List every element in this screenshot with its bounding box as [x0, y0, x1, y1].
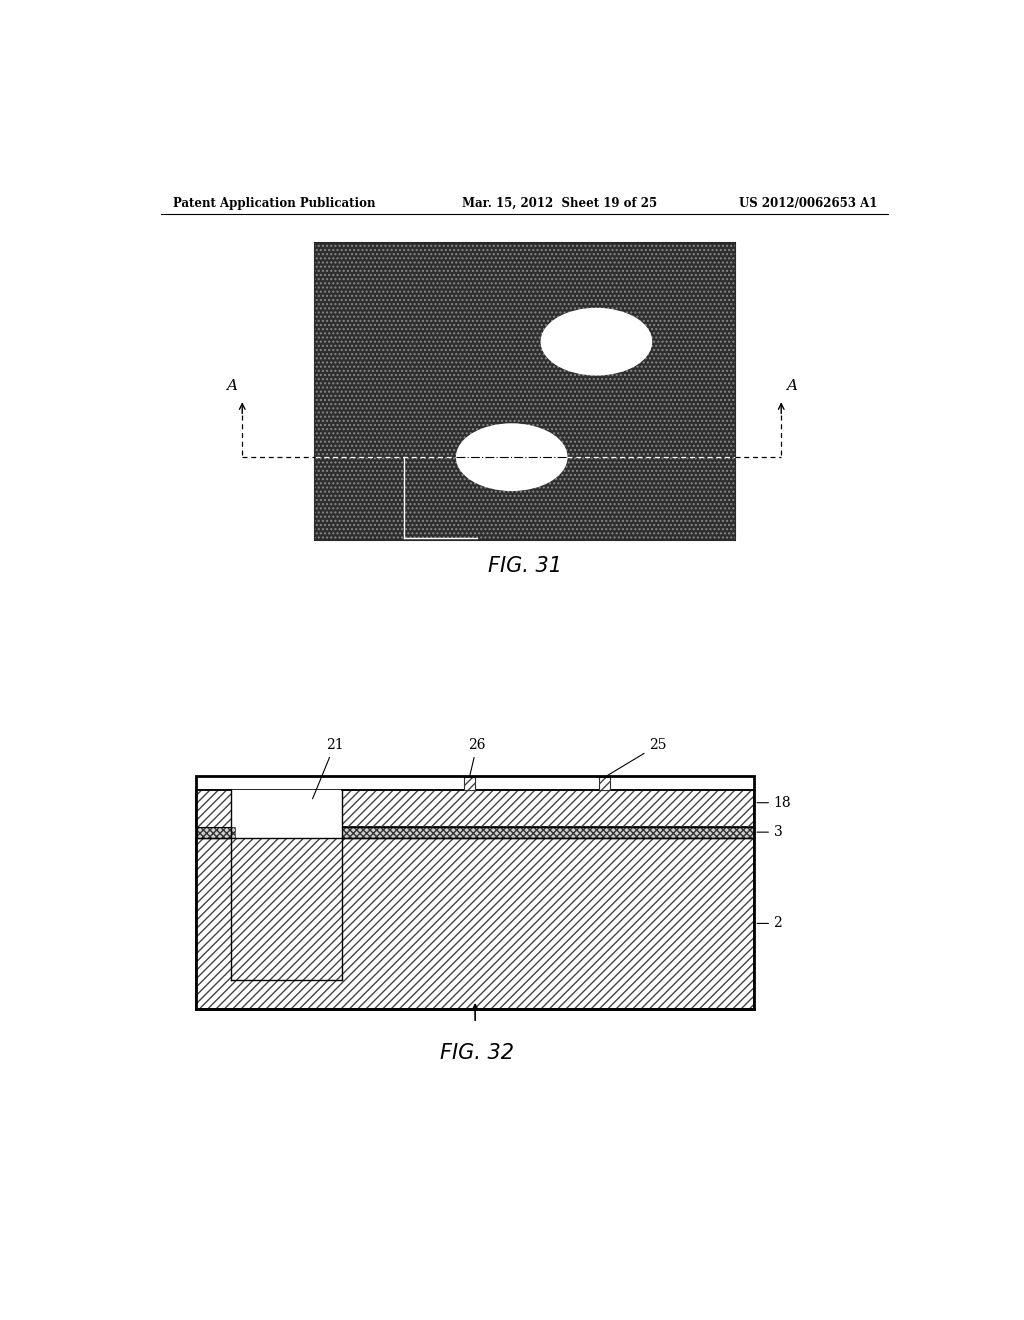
Bar	[464, 777, 475, 789]
Text: A: A	[226, 379, 237, 393]
Bar	[230, 837, 342, 979]
Text: A: A	[786, 379, 798, 393]
Text: 26: 26	[468, 738, 485, 775]
Bar	[315, 243, 735, 540]
Bar	[230, 826, 342, 837]
Bar	[464, 777, 475, 789]
Text: 2: 2	[773, 916, 782, 931]
Bar	[196, 789, 755, 826]
Text: 18: 18	[773, 796, 792, 809]
Bar	[196, 826, 755, 837]
Bar	[315, 243, 735, 540]
Text: 25: 25	[606, 738, 667, 776]
Bar	[196, 837, 755, 1010]
Bar	[196, 789, 755, 826]
Bar	[196, 789, 230, 826]
Text: FIG. 31: FIG. 31	[487, 556, 562, 576]
Bar	[599, 777, 609, 789]
Bar	[230, 837, 342, 979]
Ellipse shape	[456, 424, 567, 491]
Bar	[230, 789, 342, 826]
Text: US 2012/0062653 A1: US 2012/0062653 A1	[739, 197, 878, 210]
Bar	[599, 777, 609, 789]
Text: 3: 3	[773, 825, 782, 840]
Bar	[196, 826, 234, 837]
Bar	[196, 826, 755, 837]
Text: Patent Application Publication: Patent Application Publication	[173, 197, 376, 210]
Bar	[196, 776, 755, 1010]
Bar	[196, 789, 230, 826]
Text: Mar. 15, 2012  Sheet 19 of 25: Mar. 15, 2012 Sheet 19 of 25	[462, 197, 656, 210]
Text: 21: 21	[312, 738, 343, 799]
Bar	[196, 826, 234, 837]
Ellipse shape	[541, 308, 652, 376]
Bar	[196, 837, 755, 1010]
Text: FIG. 32: FIG. 32	[440, 1043, 514, 1064]
